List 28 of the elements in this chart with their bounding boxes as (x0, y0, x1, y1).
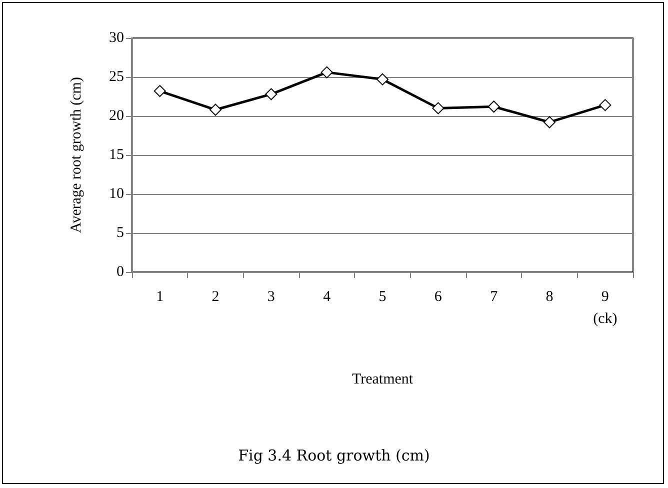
y-tick-label: 15 (109, 147, 124, 163)
y-tick-label: 10 (109, 186, 124, 202)
point (544, 116, 556, 128)
x-tick-label: 2 (212, 289, 220, 305)
y-tick-label: 5 (116, 225, 124, 241)
x-tick-label: 5 (378, 289, 386, 305)
y-tick-label: 20 (109, 108, 124, 124)
x-tick-label: 6 (434, 289, 442, 305)
y-tick-label: 30 (109, 30, 124, 46)
point (432, 102, 444, 114)
point (599, 99, 612, 112)
x-axis-title: Treatment (352, 372, 414, 388)
point (210, 104, 222, 116)
x-tick-label: 4 (323, 289, 332, 305)
y-axis-title: Average root growth (cm) (68, 77, 84, 233)
point (320, 66, 333, 78)
y-tick-label: 0 (116, 264, 124, 280)
point (154, 85, 166, 98)
x-tick-label: 7 (490, 289, 498, 305)
point (376, 73, 388, 86)
text: Fig 3.4 Root growth (cm) (238, 446, 430, 464)
x-tick-label: 3 (267, 289, 275, 305)
x-tick-label: 8 (546, 289, 554, 305)
point (488, 100, 500, 113)
y-tick-label: 25 (109, 69, 124, 85)
point (265, 88, 278, 100)
x-tick-label: 9 (ck) (593, 289, 618, 327)
x-tick-label: 1 (156, 289, 164, 305)
